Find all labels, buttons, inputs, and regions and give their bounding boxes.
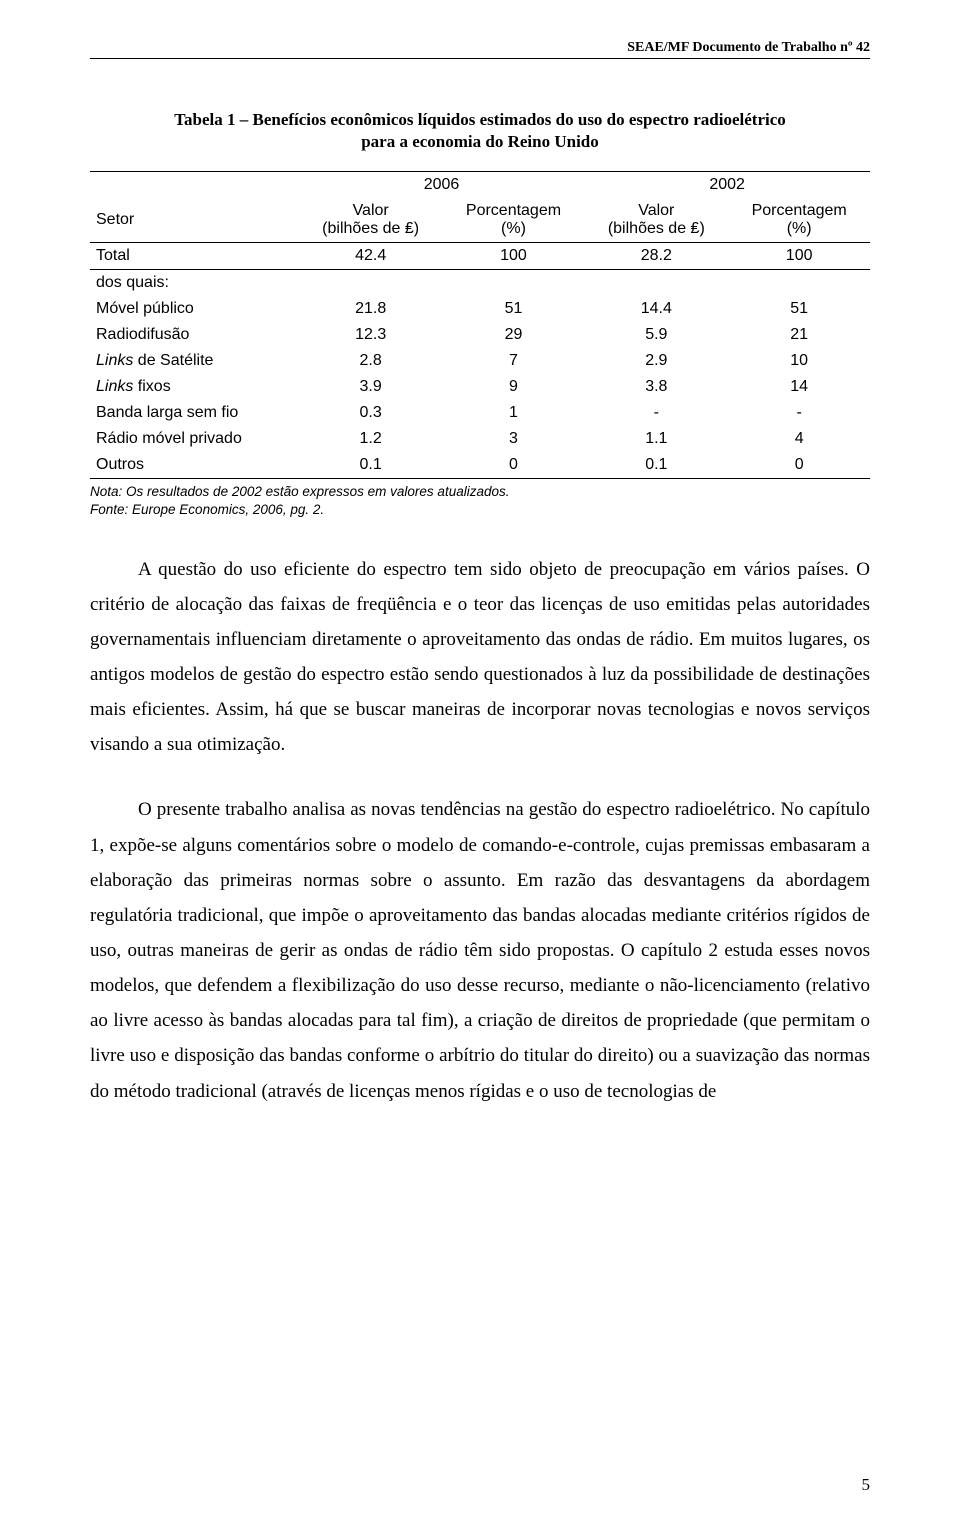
- table-row: Radiodifusão 12.3 29 5.9 21: [90, 322, 870, 348]
- row-label: Banda larga sem fio: [90, 400, 299, 426]
- col-setor: Setor: [90, 198, 299, 243]
- table-note: Nota: Os resultados de 2002 estão expres…: [90, 483, 870, 519]
- year-2002: 2002: [584, 172, 870, 199]
- col-pct-2002: Porcentagem(%): [728, 198, 870, 243]
- table-dosquais-row: dos quais:: [90, 270, 870, 297]
- row-v2: 0.1: [584, 452, 728, 479]
- row-p1: 51: [443, 296, 585, 322]
- row-p2: 0: [728, 452, 870, 479]
- row-v1: 0.3: [299, 400, 443, 426]
- paragraph-2: O presente trabalho analisa as novas ten…: [90, 792, 870, 1108]
- row-p1: 3: [443, 426, 585, 452]
- row-p1: 0: [443, 452, 585, 479]
- year-2006: 2006: [299, 172, 585, 199]
- row-v2: 3.8: [584, 374, 728, 400]
- row-v2: 1.1: [584, 426, 728, 452]
- page: SEAE/MF Documento de Trabalho nº 42 Tabe…: [0, 0, 960, 1523]
- row-label: Móvel público: [90, 296, 299, 322]
- body-text: A questão do uso eficiente do espectro t…: [90, 552, 870, 1109]
- row-label: Outros: [90, 452, 299, 479]
- row-p1: 29: [443, 322, 585, 348]
- row-label: Links de Satélite: [90, 348, 299, 374]
- row-p1: 9: [443, 374, 585, 400]
- row-p2: -: [728, 400, 870, 426]
- col-pct-2006: Porcentagem(%): [443, 198, 585, 243]
- row-v2: 2.9: [584, 348, 728, 374]
- row-p2: 21: [728, 322, 870, 348]
- row-p2: 14: [728, 374, 870, 400]
- row-label: Radiodifusão: [90, 322, 299, 348]
- row-label: Rádio móvel privado: [90, 426, 299, 452]
- page-header: SEAE/MF Documento de Trabalho nº 42: [90, 40, 870, 56]
- row-v1: 1.2: [299, 426, 443, 452]
- row-v2: -: [584, 400, 728, 426]
- row-p1: 1: [443, 400, 585, 426]
- table-row: Links fixos 3.9 9 3.8 14: [90, 374, 870, 400]
- row-v1: 21.8: [299, 296, 443, 322]
- total-p2: 100: [728, 243, 870, 270]
- total-v1: 42.4: [299, 243, 443, 270]
- total-p1: 100: [443, 243, 585, 270]
- paragraph-1: A questão do uso eficiente do espectro t…: [90, 552, 870, 763]
- data-table: 2006 2002 Setor Valor(bilhões de ₤) Porc…: [90, 171, 870, 479]
- page-number: 5: [862, 1475, 871, 1495]
- table-header-row: Setor Valor(bilhões de ₤) Porcentagem(%)…: [90, 198, 870, 243]
- row-v1: 12.3: [299, 322, 443, 348]
- total-v2: 28.2: [584, 243, 728, 270]
- table-row: Outros 0.1 0 0.1 0: [90, 452, 870, 479]
- note-line2: Fonte: Europe Economics, 2006, pg. 2.: [90, 502, 324, 517]
- row-v1: 3.9: [299, 374, 443, 400]
- table-row: Links de Satélite 2.8 7 2.9 10: [90, 348, 870, 374]
- row-v1: 2.8: [299, 348, 443, 374]
- row-p2: 10: [728, 348, 870, 374]
- dos-quais: dos quais:: [90, 270, 299, 297]
- table-year-row: 2006 2002: [90, 172, 870, 199]
- row-p2: 51: [728, 296, 870, 322]
- row-label: Links fixos: [90, 374, 299, 400]
- table-row: Móvel público 21.8 51 14.4 51: [90, 296, 870, 322]
- table-total-row: Total 42.4 100 28.2 100: [90, 243, 870, 270]
- note-line1: Nota: Os resultados de 2002 estão expres…: [90, 484, 509, 499]
- table-title-line2: para a economia do Reino Unido: [361, 132, 599, 151]
- table-row: Rádio móvel privado 1.2 3 1.1 4: [90, 426, 870, 452]
- header-rule: [90, 58, 870, 59]
- row-v2: 5.9: [584, 322, 728, 348]
- col-valor-2002: Valor(bilhões de ₤): [584, 198, 728, 243]
- row-p2: 4: [728, 426, 870, 452]
- table-row: Banda larga sem fio 0.3 1 - -: [90, 400, 870, 426]
- row-v2: 14.4: [584, 296, 728, 322]
- total-label: Total: [90, 243, 299, 270]
- col-valor-2006: Valor(bilhões de ₤): [299, 198, 443, 243]
- row-p1: 7: [443, 348, 585, 374]
- table-title-line1: Tabela 1 – Benefícios econômicos líquido…: [174, 110, 786, 129]
- table-title: Tabela 1 – Benefícios econômicos líquido…: [90, 109, 870, 153]
- row-v1: 0.1: [299, 452, 443, 479]
